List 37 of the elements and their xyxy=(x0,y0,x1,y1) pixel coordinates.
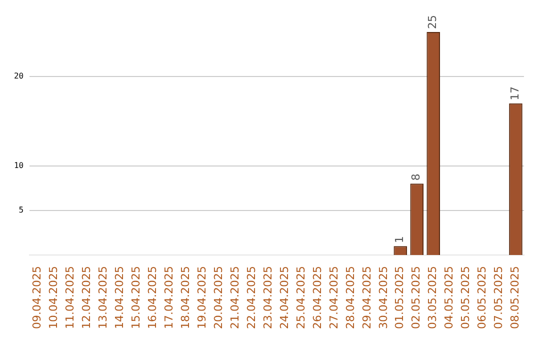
x-tick-label: 29.04.2025 xyxy=(360,266,374,330)
x-tick-label: 28.04.2025 xyxy=(344,266,357,330)
x-tick-label: 25.04.2025 xyxy=(294,266,308,330)
data-label: 17 xyxy=(508,86,522,100)
x-tick-label: 05.05.2025 xyxy=(459,266,472,330)
x-tick-label: 26.04.2025 xyxy=(310,266,324,330)
x-tick-label: 16.04.2025 xyxy=(146,266,160,330)
x-tick-label: 03.05.2025 xyxy=(426,266,440,330)
x-tick-label: 06.05.2025 xyxy=(476,266,489,330)
x-tick-label: 17.04.2025 xyxy=(162,266,176,330)
data-label: 25 xyxy=(426,15,440,29)
x-tick-label: 10.04.2025 xyxy=(47,266,60,330)
x-tick-label: 12.04.2025 xyxy=(80,266,94,330)
y-tick-label: 10 xyxy=(14,160,24,170)
x-tick-label: 22.04.2025 xyxy=(244,266,258,330)
y-tick-label: 20 xyxy=(14,72,24,81)
x-tick-label: 02.05.2025 xyxy=(410,266,423,330)
data-label: 1 xyxy=(393,236,406,244)
x-tick-label: 20.04.2025 xyxy=(212,266,225,330)
x-tick-label: 18.04.2025 xyxy=(179,266,192,330)
x-tick-label: 01.05.2025 xyxy=(393,266,406,330)
x-tick-label: 09.04.2025 xyxy=(30,266,44,330)
y-tick-label: 5 xyxy=(18,205,24,214)
x-tick-label: 23.04.2025 xyxy=(261,266,274,330)
x-tick-label: 21.04.2025 xyxy=(228,266,242,330)
x-tick-label: 15.04.2025 xyxy=(130,266,143,330)
x-tick-label: 13.04.2025 xyxy=(96,266,110,330)
x-tick-label: 27.04.2025 xyxy=(327,266,340,330)
x-tick-label: 24.04.2025 xyxy=(278,266,291,330)
x-tick-label: 07.05.2025 xyxy=(492,266,506,330)
x-tick-label: 08.05.2025 xyxy=(508,266,522,330)
data-label: 8 xyxy=(410,174,423,181)
x-tick-label: 19.04.2025 xyxy=(196,266,209,330)
x-tick-label: 14.04.2025 xyxy=(113,266,126,330)
x-tick-label: 04.05.2025 xyxy=(442,266,456,330)
x-tick-label: 11.04.2025 xyxy=(64,266,77,330)
x-tick-label: 30.04.2025 xyxy=(376,266,390,330)
